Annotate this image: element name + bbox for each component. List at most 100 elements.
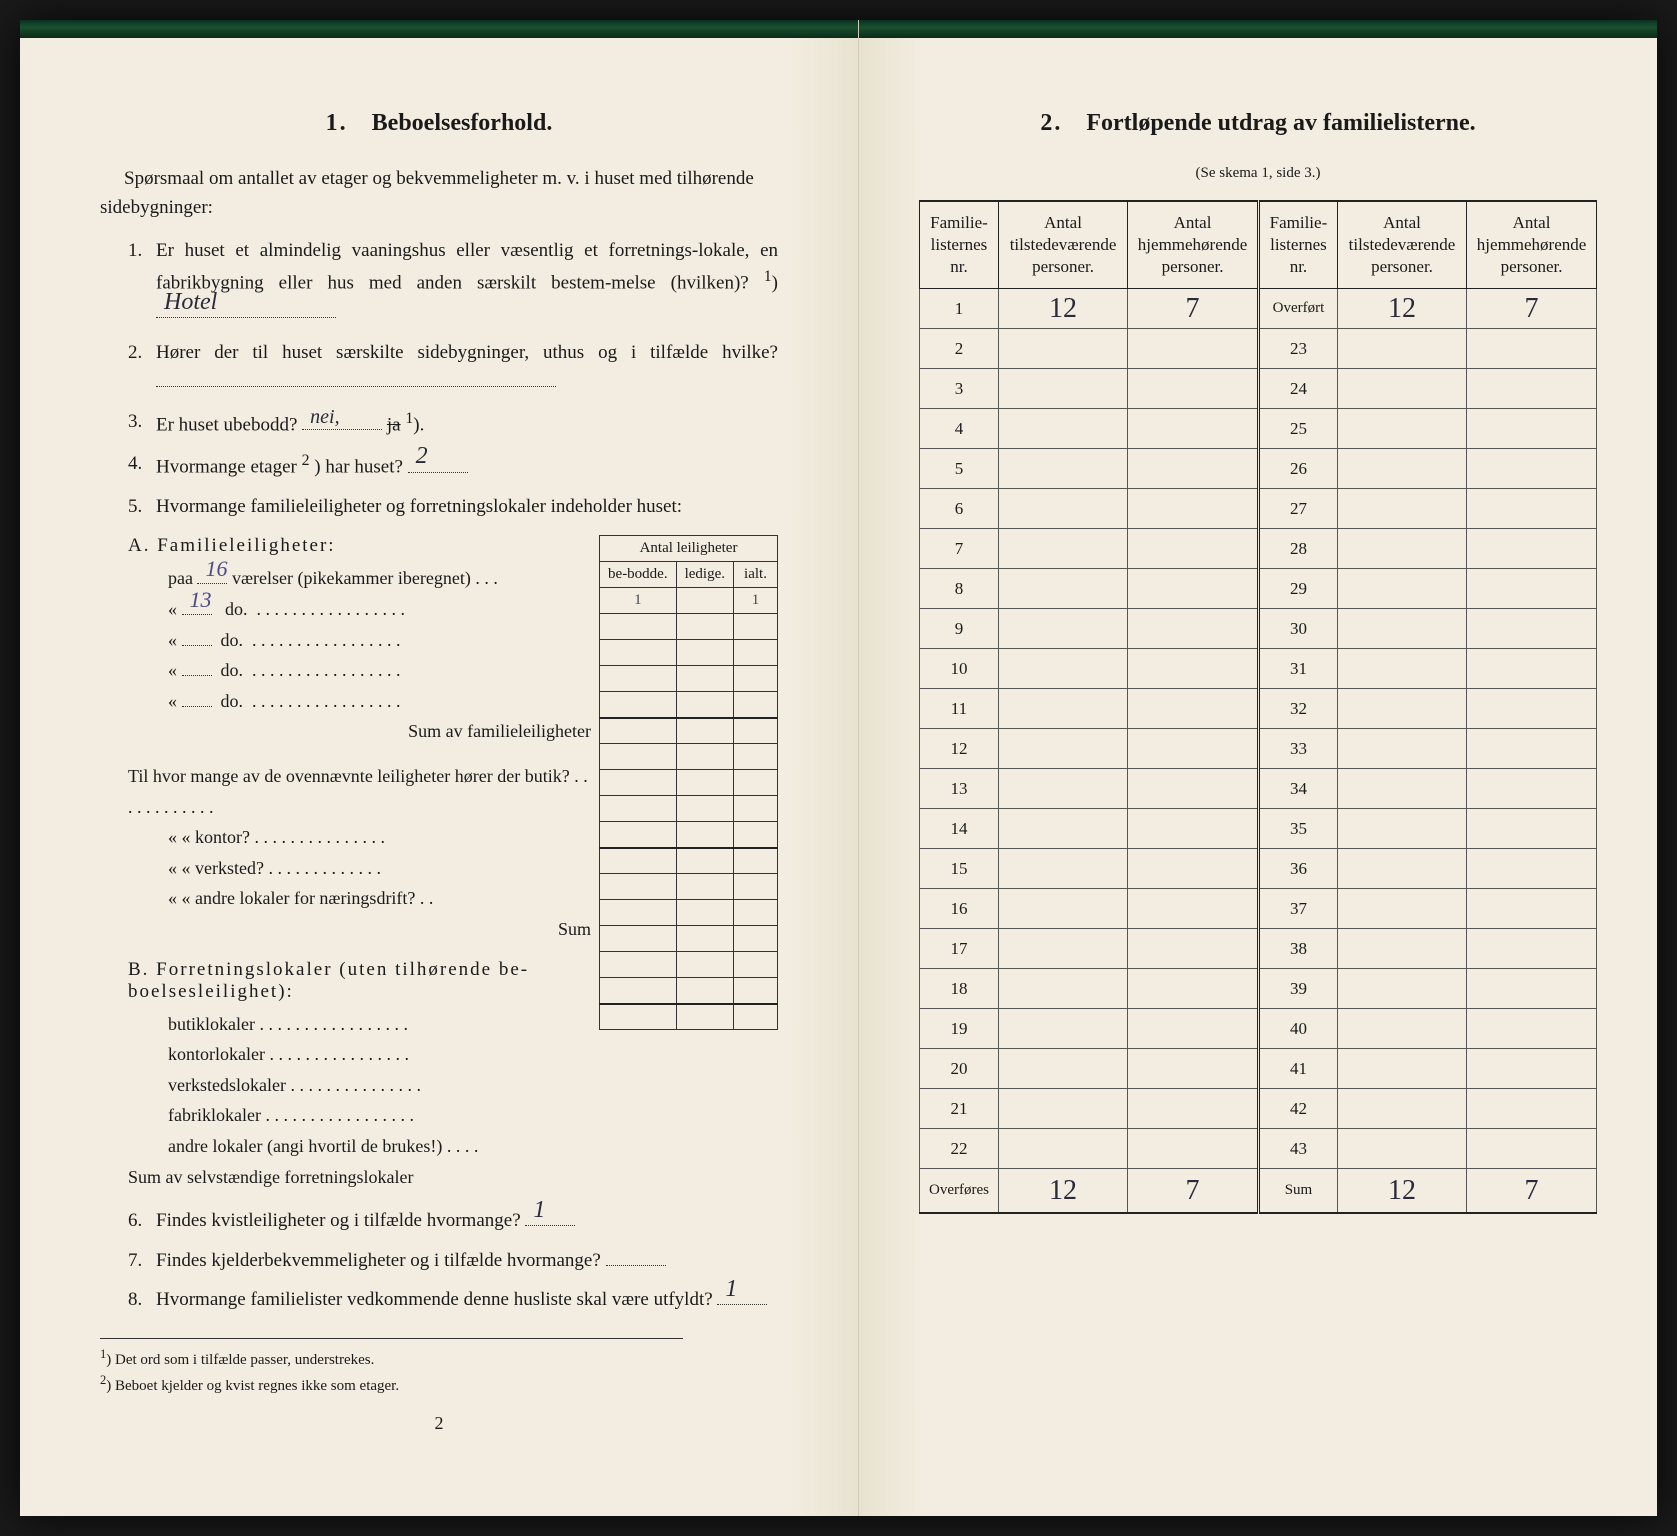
mini-col3: ialt.	[734, 562, 778, 588]
q2-answer-line	[156, 386, 556, 387]
mini-col1: be-bodde.	[600, 562, 677, 588]
question-1: 1. Er huset et almindelig vaaningshus el…	[128, 236, 778, 328]
row-right-num: 28	[1258, 529, 1337, 569]
row-right-v5	[1337, 809, 1466, 849]
table-row: 223	[920, 329, 1597, 369]
table-row: 425	[920, 409, 1597, 449]
q1-num: 1.	[128, 236, 142, 265]
mid-q3-text: « « verksted?	[168, 858, 264, 878]
row-right-v5	[1337, 409, 1466, 449]
mini-sumM-2	[676, 848, 733, 874]
B-r4: fabriklokaler . . . . . . . . . . . . . …	[128, 1100, 778, 1131]
row-left-v2	[998, 569, 1127, 609]
question-list: 1. Er huset et almindelig vaaningshus el…	[100, 236, 778, 521]
table-row: 1334	[920, 769, 1597, 809]
row-left-v2	[998, 489, 1127, 529]
row-left-num: 4	[920, 409, 999, 449]
B-heading-text: B. Forretningslokaler (uten tilhørende b…	[128, 959, 529, 1002]
row1-v6: 7	[1467, 289, 1597, 329]
row-right-num: 40	[1258, 1009, 1337, 1049]
row-left-num: 8	[920, 569, 999, 609]
row-left-num: 2	[920, 329, 999, 369]
q4-num: 4.	[128, 449, 142, 478]
table-row: 728	[920, 529, 1597, 569]
row1-v5: 12	[1337, 289, 1466, 329]
row-right-v6	[1467, 1009, 1597, 1049]
row-left-v3	[1128, 409, 1259, 449]
row-right-v5	[1337, 1049, 1466, 1089]
q7-text: Findes kjelderbekvemmeligheter og i tilf…	[156, 1250, 601, 1271]
row-left-num: 3	[920, 369, 999, 409]
row-left-num: 5	[920, 449, 999, 489]
top-edge-left	[20, 20, 858, 38]
section-5-body: Antal leiligheter be-bodde. ledige. ialt…	[100, 535, 778, 1206]
B-r3: verkstedslokaler . . . . . . . . . . . .…	[128, 1070, 778, 1101]
mini-r4-2	[676, 666, 733, 692]
summary-table: Familie-listernes nr. Antal tilstedevære…	[919, 200, 1597, 1214]
row-left-v3	[1128, 489, 1259, 529]
row-left-num: 16	[920, 889, 999, 929]
left-section-number: 1.	[326, 110, 348, 136]
foot-overfores: Overføres	[920, 1169, 999, 1213]
row-left-v2	[998, 1009, 1127, 1049]
row-left-num: 6	[920, 489, 999, 529]
mini-m2-1	[600, 770, 677, 796]
table-row: 1132	[920, 689, 1597, 729]
row-left-v2	[998, 849, 1127, 889]
h-c2: Antal tilstedeværende personer.	[998, 201, 1127, 289]
q3-sup: 1	[405, 410, 413, 427]
row-right-v5	[1337, 569, 1466, 609]
A-r5-blank	[182, 706, 212, 707]
row-right-num: 29	[1258, 569, 1337, 609]
footnote-2: 2) Beboet kjelder og kvist regnes ikke s…	[100, 1373, 683, 1395]
row-right-v6	[1467, 769, 1597, 809]
row-left-v3	[1128, 1129, 1259, 1169]
mini-sumM-3	[734, 848, 778, 874]
foot-v3: 7	[1128, 1169, 1259, 1213]
mini-a2	[676, 588, 733, 614]
A-row1-rest: værelser (pikekammer iberegnet) . . .	[232, 568, 498, 588]
table-row: 2243	[920, 1129, 1597, 1169]
question-3: 3. Er huset ubebodd? nei, ja 1).	[128, 407, 778, 440]
row-right-v6	[1467, 1129, 1597, 1169]
row-right-v5	[1337, 889, 1466, 929]
row-left-v3	[1128, 569, 1259, 609]
mini-m3-2	[676, 796, 733, 822]
table-row: 1940	[920, 1009, 1597, 1049]
right-section-title: 2. Fortløpende utdrag av familielisterne…	[919, 110, 1597, 137]
left-section-title-text: Beboelsesforhold.	[372, 110, 553, 136]
row-left-num: 20	[920, 1049, 999, 1089]
mini-m2-2	[676, 770, 733, 796]
q5-text: Hvormange familieleiligheter og forretni…	[156, 496, 682, 517]
row-left-num: 14	[920, 809, 999, 849]
mini-m1-1	[600, 744, 677, 770]
row-left-num: 15	[920, 849, 999, 889]
row-left-v2	[998, 369, 1127, 409]
right-section-number: 2.	[1040, 110, 1062, 136]
q2-num: 2.	[128, 338, 142, 367]
left-page-number: 2	[100, 1413, 778, 1434]
q4-answer-hand: 2	[416, 438, 428, 475]
table-row: 1536	[920, 849, 1597, 889]
q4-sup: 2	[302, 452, 310, 469]
row-left-v2	[998, 809, 1127, 849]
q3-text: Er huset ubebodd?	[156, 414, 297, 435]
B-r2-text: kontorlokaler	[168, 1044, 265, 1064]
table-row: 21 42	[920, 1089, 1597, 1129]
row-left-v2	[998, 929, 1127, 969]
table-row: 1 12 7 Overført 12 7	[920, 289, 1597, 329]
left-page: 1. Beboelsesforhold. Spørsmaal om antall…	[20, 20, 859, 1516]
table-row: 8 29	[920, 569, 1597, 609]
row-right-num: 42	[1258, 1089, 1337, 1129]
row-right-v6	[1467, 1089, 1597, 1129]
row-right-v6	[1467, 809, 1597, 849]
mini-sumB-3	[734, 1004, 778, 1030]
row1-overfort: Overført	[1258, 289, 1337, 329]
mini-m1-3	[734, 744, 778, 770]
row-left-num: 22	[920, 1129, 999, 1169]
row-right-num: 30	[1258, 609, 1337, 649]
A-r5-do: do.	[221, 691, 244, 711]
mini-m3-3	[734, 796, 778, 822]
row-left-num: 21	[920, 1089, 999, 1129]
row-right-v6	[1467, 329, 1597, 369]
